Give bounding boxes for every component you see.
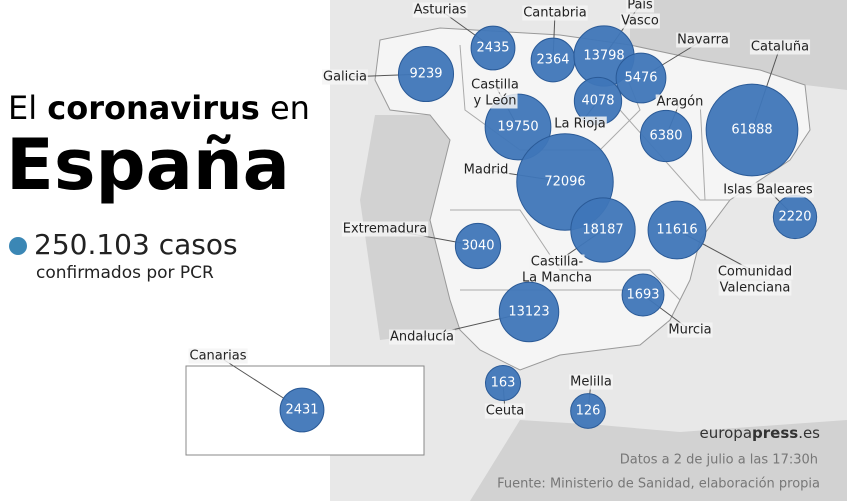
label-bg (462, 162, 510, 178)
label-bg (470, 77, 520, 93)
title-end: en (270, 89, 310, 127)
region-label: Aragón (657, 95, 704, 110)
title: El coronavirus en (8, 89, 310, 127)
bubble-value: 2220 (778, 210, 811, 225)
region-label: Andalucía (390, 330, 454, 345)
title-start: El (8, 89, 37, 127)
label-bg (529, 254, 585, 270)
label-bg (322, 69, 368, 85)
title-bold: coronavirus (47, 89, 260, 127)
bubble (639, 109, 693, 163)
brand-c: .es (798, 424, 820, 442)
total: 250.103 casos (34, 228, 238, 261)
bubble-value: 6380 (649, 129, 682, 144)
label-bg (472, 93, 518, 109)
brand-b: press (752, 424, 798, 442)
bubble (705, 83, 799, 177)
label-bg (569, 374, 613, 390)
region-label: La Rioja (554, 117, 606, 132)
label-bg (522, 5, 588, 21)
bubble-value: 163 (491, 376, 516, 391)
bubble (454, 222, 502, 270)
africa (470, 420, 847, 501)
region-label: Cantabria (523, 6, 587, 21)
bubble-value: 13798 (583, 49, 624, 64)
brand: europapress.es (700, 424, 821, 442)
region-label: Castilla- (531, 255, 584, 270)
total-sub: confirmados por PCR (36, 263, 214, 283)
source: Fuente: Ministerio de Sanidad, elaboraci… (497, 477, 820, 492)
region-label: La Mancha (522, 271, 592, 286)
region-label: Galicia (323, 70, 367, 85)
bubble (570, 197, 636, 263)
bubble (484, 364, 522, 402)
bubble-value: 11616 (656, 223, 697, 238)
bubble-value: 4078 (581, 94, 614, 109)
region-label: Extremadura (343, 222, 428, 237)
region-label: País (627, 0, 653, 13)
bubble (279, 387, 325, 433)
label-bg (188, 348, 248, 364)
region-label: y León (473, 94, 516, 109)
bubble-value: 2364 (536, 53, 569, 68)
region-label: Islas Baleares (723, 183, 813, 198)
bubble-value: 5476 (624, 71, 657, 86)
label-bg (484, 403, 526, 419)
bubble-value: 19750 (497, 120, 538, 135)
bubble-value: 9239 (409, 67, 442, 82)
bubble (621, 273, 665, 317)
label-bg (626, 0, 655, 13)
region-label: Cataluña (751, 40, 809, 55)
bubble-value: 72096 (544, 175, 585, 190)
bubble (484, 93, 552, 161)
bubble (498, 281, 560, 343)
bubble (647, 200, 707, 260)
date: Datos a 2 de julio a las 17:30h (620, 453, 818, 468)
region-label: Comunidad (718, 265, 792, 280)
label-bg (667, 322, 713, 338)
label-bg (341, 221, 429, 237)
bubble (570, 393, 606, 429)
brand-a: europa (700, 424, 752, 442)
bubble-value: 3040 (461, 239, 494, 254)
label-bg (520, 270, 594, 286)
region-label: Valenciana (720, 281, 791, 296)
bubble-value: 18187 (582, 223, 623, 238)
bubble-value: 1693 (626, 288, 659, 303)
label-bg (389, 329, 455, 345)
bubble-value: 61888 (731, 123, 772, 138)
label-bg (716, 264, 794, 280)
bubble (470, 25, 516, 71)
country-title: España (6, 124, 290, 206)
region-label: Navarra (677, 33, 729, 48)
bubble (397, 45, 455, 103)
region-label: Asturias (414, 3, 467, 18)
region-label: Canarias (190, 349, 247, 364)
label-bg (655, 94, 705, 110)
region-label: Vasco (621, 14, 659, 29)
total-dot (9, 237, 27, 255)
label-bg (722, 182, 814, 198)
region-label: Melilla (570, 375, 612, 390)
label-bg (676, 32, 730, 48)
label-bg (749, 39, 811, 55)
label-bg (718, 280, 792, 296)
region-label: Madrid (464, 163, 509, 178)
bubble (615, 52, 667, 104)
region-label: Ceuta (486, 404, 524, 419)
bubble-value: 2435 (476, 41, 509, 56)
region-label: Castilla (471, 78, 519, 93)
bubble-value: 126 (576, 404, 601, 419)
bubble-value: 2431 (285, 403, 318, 418)
france (630, 0, 847, 90)
region-label: Murcia (668, 323, 711, 338)
bubble-value: 13123 (508, 305, 549, 320)
label-bg (553, 116, 607, 132)
label-bg (620, 13, 660, 29)
label-bg (412, 2, 468, 18)
